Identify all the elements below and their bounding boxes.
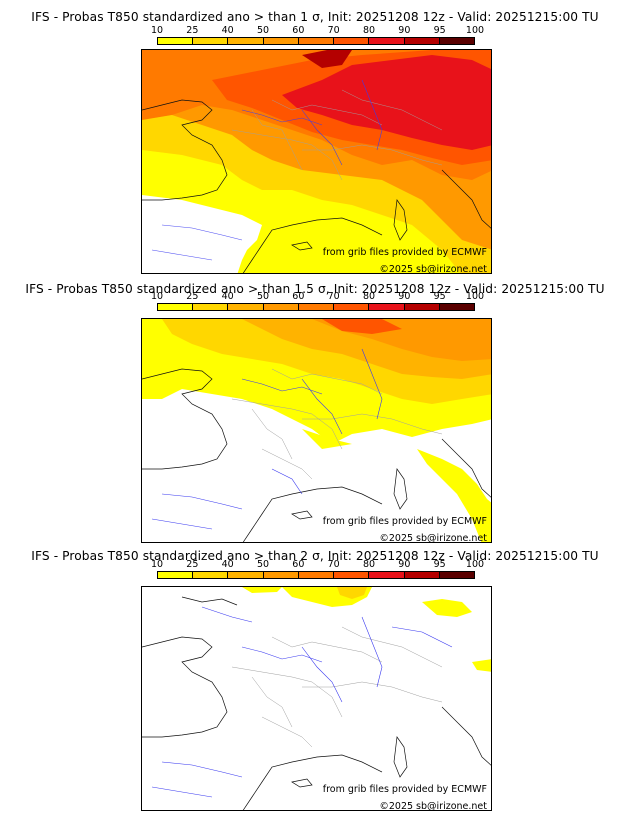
colorbar-ticks: 10 25 40 50 60 70 80 90 95 100: [0, 25, 630, 37]
colorbar-segment: [404, 572, 440, 578]
colorbar-segment: [193, 38, 229, 44]
colorbar-tick-label: 10: [150, 25, 164, 36]
data-source-credit: from grib files provided by ECMWF: [322, 247, 487, 258]
panel-title: IFS - Probas T850 standardized ano > tha…: [31, 549, 599, 563]
colorbar-tick-label: 60: [292, 559, 305, 570]
colorbar: [157, 303, 475, 311]
colorbar-tick-label: 95: [433, 291, 446, 302]
colorbar-segment: [334, 572, 370, 578]
colorbar-segment: [263, 304, 299, 310]
colorbar-tick-label: 90: [398, 559, 411, 570]
colorbar-segment: [193, 572, 229, 578]
colorbar-segment: [369, 304, 405, 310]
colorbar-ticks: 10 25 40 50 60 70 80 90 95 100: [0, 559, 630, 571]
panel-1sigma: IFS - Probas T850 standardized ano > tha…: [0, 0, 630, 276]
colorbar-tick-label: 25: [186, 25, 199, 36]
colorbar-tick-label: 70: [327, 291, 340, 302]
colorbar-tick-label: 50: [256, 25, 270, 36]
colorbar: [157, 571, 475, 579]
colorbar-segment: [369, 572, 405, 578]
colorbar-segment: [263, 38, 299, 44]
colorbar-segment: [439, 572, 474, 578]
colorbar-tick-label: 100: [465, 559, 485, 570]
colorbar-tick-label: 80: [362, 25, 376, 36]
colorbar-tick-label: 95: [433, 25, 446, 36]
colorbar-segment: [369, 38, 405, 44]
colorbar-tick-label: 10: [150, 291, 164, 302]
data-source-credit: from grib files provided by ECMWF: [322, 516, 487, 527]
copyright-credit: ©2025 sb@irizone.net: [379, 801, 487, 811]
colorbar-tick-label: 100: [465, 291, 485, 302]
copyright-credit: ©2025 sb@irizone.net: [379, 264, 487, 274]
colorbar-tick-label: 50: [256, 559, 270, 570]
colorbar-tick-label: 10: [150, 559, 164, 570]
colorbar-segment: [158, 572, 194, 578]
panel-title: IFS - Probas T850 standardized ano > tha…: [31, 10, 599, 24]
colorbar-tick-label: 60: [292, 291, 305, 302]
colorbar-segment: [334, 304, 370, 310]
panel-1-5sigma: IFS - Probas T850 standardized ano > tha…: [0, 282, 630, 543]
colorbar-tick-label: 40: [221, 291, 234, 302]
colorbar-tick-label: 60: [292, 25, 305, 36]
colorbar-tick-label: 70: [327, 559, 340, 570]
colorbar: [157, 37, 475, 45]
colorbar-ticks: 10 25 40 50 60 70 80 90 95 100: [0, 291, 630, 303]
colorbar-segment: [263, 572, 299, 578]
probability-map: from grib files provided by ECMWF ©2025 …: [141, 49, 492, 274]
colorbar-tick-label: 90: [398, 291, 411, 302]
colorbar-tick-label: 25: [186, 559, 199, 570]
colorbar-segment: [298, 38, 335, 44]
colorbar-tick-label: 25: [186, 291, 199, 302]
colorbar-tick-label: 70: [327, 25, 340, 36]
colorbar-segment: [158, 38, 194, 44]
colorbar-segment: [404, 304, 440, 310]
colorbar-segment: [439, 304, 474, 310]
colorbar-segment: [158, 304, 194, 310]
panel-title: IFS - Probas T850 standardized ano > tha…: [25, 282, 605, 296]
colorbar-tick-label: 40: [221, 25, 234, 36]
colorbar-segment: [298, 304, 335, 310]
colorbar-segment: [228, 38, 264, 44]
data-source-credit: from grib files provided by ECMWF: [322, 784, 487, 795]
probability-map: from grib files provided by ECMWF ©2025 …: [141, 586, 492, 811]
colorbar-tick-label: 95: [433, 559, 446, 570]
colorbar-segment: [228, 304, 264, 310]
colorbar-tick-label: 80: [362, 291, 376, 302]
colorbar-segment: [228, 572, 264, 578]
copyright-credit: ©2025 sb@irizone.net: [379, 533, 487, 543]
colorbar-tick-label: 90: [398, 25, 411, 36]
colorbar-segment: [334, 38, 370, 44]
colorbar-segment: [298, 572, 335, 578]
probability-map: from grib files provided by ECMWF ©2025 …: [141, 318, 492, 543]
colorbar-segment: [404, 38, 440, 44]
colorbar-tick-label: 80: [362, 559, 376, 570]
colorbar-segment: [193, 304, 229, 310]
colorbar-tick-label: 40: [221, 559, 234, 570]
colorbar-tick-label: 100: [465, 25, 485, 36]
colorbar-segment: [439, 38, 474, 44]
colorbar-tick-label: 50: [256, 291, 270, 302]
